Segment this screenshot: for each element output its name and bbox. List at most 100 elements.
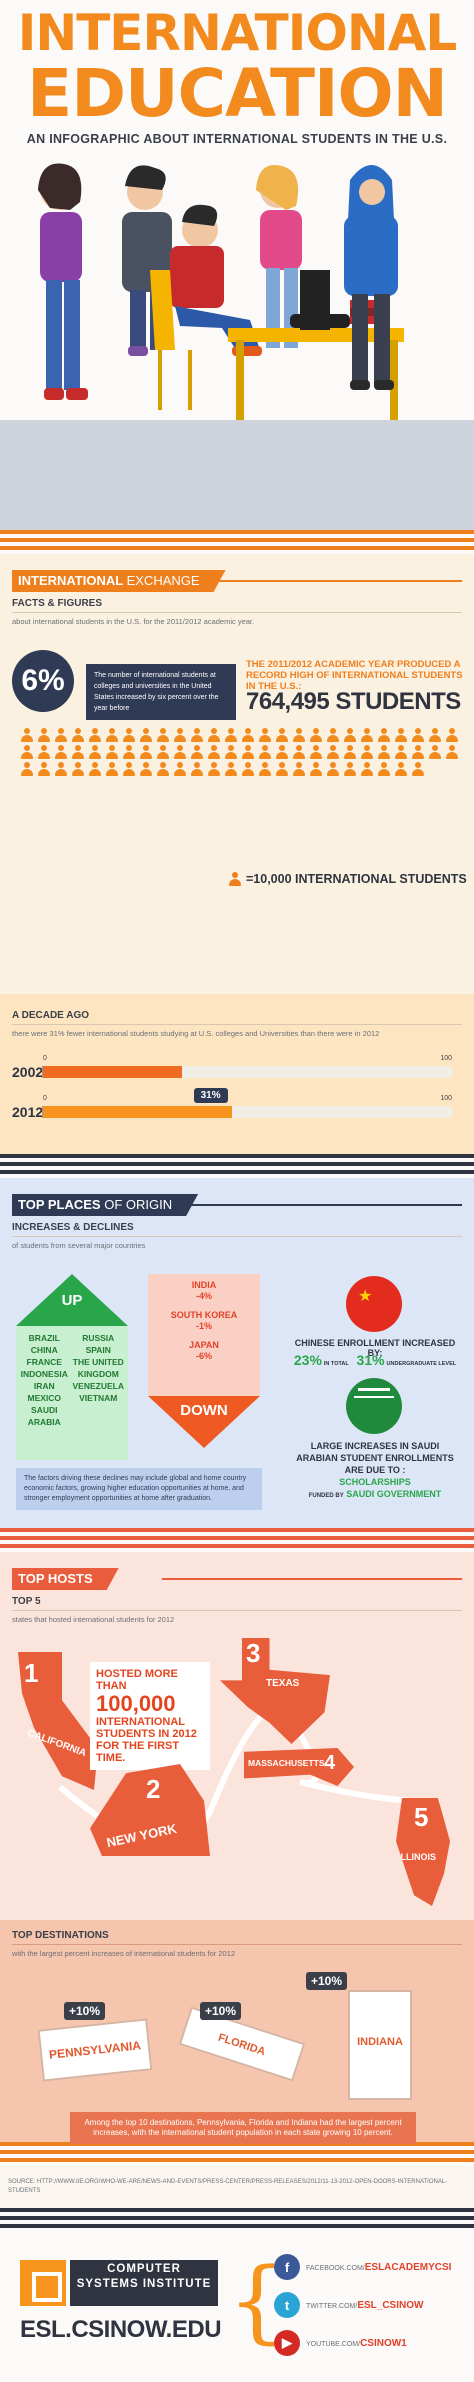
decade-section: A DECADE AGO there were 31% fewer intern… [0,994,474,1154]
change-badge: +10% [200,2002,242,2020]
twitter-icon: t [274,2292,300,2318]
title-line-2: EDUCATION [27,55,448,132]
percent-bubble: 31% [193,1088,228,1103]
icon-legend-label: =10,000 INTERNATIONAL STUDENTS [246,872,467,886]
china-flag-icon: ★ [346,1276,402,1332]
country-up: THE UNITED [72,1357,124,1367]
person-icon [139,762,153,776]
person-icon [326,728,340,742]
country-up: VIETNAM [79,1393,118,1403]
saudi-text: LARGE INCREASES IN SAUDI ARABIAN STUDENT… [296,1441,454,1499]
floor [0,420,474,530]
person-icon [224,762,238,776]
person-icon [20,728,34,742]
person-icon [173,728,187,742]
record-text: THE 2011/2012 ACADEMIC YEAR PRODUCED A R… [246,659,463,692]
person-icon [105,728,119,742]
person-icon [207,728,221,742]
change-badge: +10% [64,2002,106,2020]
person-icon [105,745,119,759]
person-icon [54,728,68,742]
section-rule [162,1204,462,1206]
person-icon [428,745,442,759]
decade-description: there were 31% fewer international stude… [12,1029,380,1038]
china-text: CHINESE ENROLLMENT INCREASED BY: [294,1338,456,1358]
tick-min: 0 [43,1095,47,1102]
person-icon [156,728,170,742]
china-total: 23% IN TOTAL [293,1352,349,1368]
person-icon [292,728,306,742]
person-icon [326,762,340,776]
person-icon [20,745,34,759]
person-icon [88,728,102,742]
person-icon [224,728,238,742]
down-label: DOWN [180,1402,228,1419]
person-icon [54,762,68,776]
site-link[interactable]: ESL.CSINOW.EDU [20,2316,222,2343]
person-icon [292,762,306,776]
person-icon [88,745,102,759]
person-icon [360,762,374,776]
saudi-flag-icon [346,1378,402,1434]
destinations-panel: TOP DESTINATIONS with the largest percen… [0,1920,474,2144]
section-rule [162,580,462,582]
china-undergrad: 31% UNDERGRADUATE LEVEL [356,1352,457,1368]
person-icon [275,762,289,776]
person-icon [411,728,425,742]
country-down: JAPAN -6% [189,1340,219,1361]
up-down-chart: UP BRAZIL RUSSIA CHINA SPAIN FRANCE THE UNITE… [16,1274,268,1460]
person-icon [190,728,204,742]
person-icon [360,745,374,759]
bar-year-label: 2012 [12,1104,44,1120]
person-icon [258,762,272,776]
person-icon [377,762,391,776]
person-icon [207,745,221,759]
bar-track: 0 100 [42,1055,452,1078]
youtube-icon: ▶ [274,2330,300,2356]
person-icon [241,762,255,776]
top5-heading: TOP 5 [12,1596,462,1611]
hosts-section: TOP HOSTS TOP 5 states that hosted inter… [0,1552,474,2144]
twitter-link[interactable]: t TWITTER.COM/ESL_CSINOW [274,2292,423,2318]
person-icon [428,728,442,742]
divider-stripe [0,2208,474,2232]
origin-heading: INCREASES & DECLINES [12,1222,462,1237]
bar-fill-2002 [43,1066,183,1078]
section-rule [162,1578,462,1580]
person-icon [122,728,136,742]
youtube-link[interactable]: ▶ YOUTUBE.COM/CSINOW1 [274,2330,407,2356]
person-icon [122,762,136,776]
person-icon [275,728,289,742]
logo-text: COMPUTER SYSTEMS INSTITUTE [70,2260,218,2306]
decline-factors: The factors driving these declines may i… [16,1468,262,1510]
person-icon [54,745,68,759]
country-up: FRANCE [26,1357,62,1367]
country-up: VENEZUELA [72,1381,124,1391]
yellow-chair [150,270,192,410]
person-icon [228,872,242,886]
country-up: CHINA [30,1345,58,1355]
person-icon [275,745,289,759]
icon-legend: =10,000 INTERNATIONAL STUDENTS [228,872,467,886]
facebook-link[interactable]: f FACEBOOK.COM/ESLACADEMYCSI [274,2254,451,2280]
person-icon [122,745,136,759]
student-girl-purple [38,163,88,400]
down-panel: INDIA -4% SOUTH KOREA -1% JAPAN -6% DOWN [148,1274,260,1448]
facts-heading: FACTS & FIGURES [12,598,462,613]
divider-stripe [0,1154,474,1178]
destinations-note: Among the top 10 destinations, Pennsylva… [70,2112,416,2144]
down-country-list: INDIA -4% SOUTH KOREA -1% JAPAN -6% [148,1274,260,1396]
person-icon [37,762,51,776]
country-up: MEXICO [27,1393,62,1403]
person-icon [37,745,51,759]
country-up: INDONESIA [20,1369,68,1379]
person-icon [394,728,408,742]
student-count: 764,495 STUDENTS [246,688,461,715]
hosts-section-title: TOP HOSTS [12,1568,119,1590]
bar-track: 0 100 31% [42,1088,452,1118]
country-up: SPAIN [85,1345,111,1355]
person-icon [139,728,153,742]
person-icon [292,745,306,759]
state-pennsylvania: PENNSYLVANIA [37,2018,153,2082]
person-icon [343,728,357,742]
